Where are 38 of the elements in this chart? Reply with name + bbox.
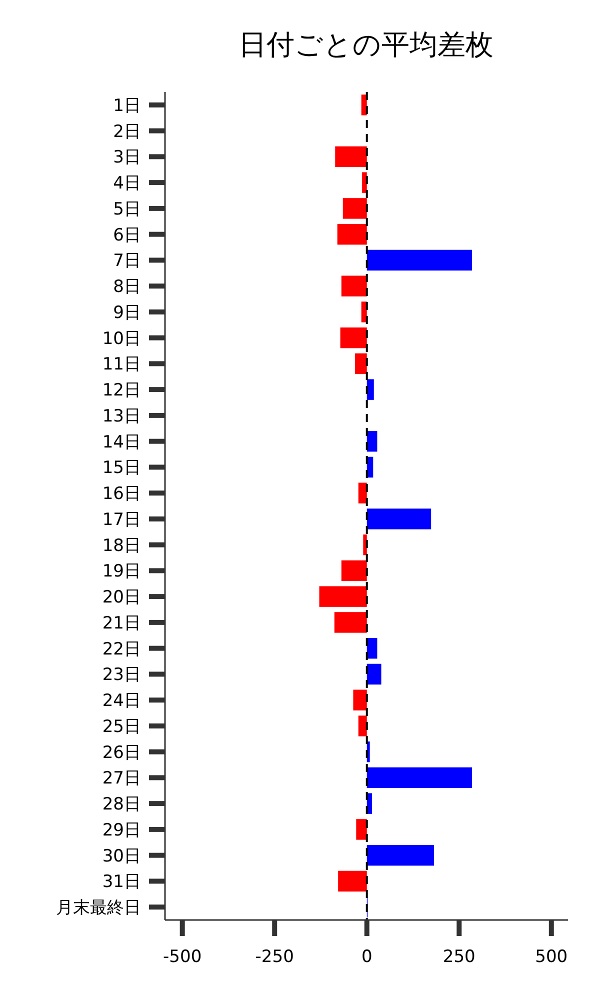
x-tick-label: 0: [361, 947, 372, 967]
y-tick-label: 29日: [102, 820, 141, 840]
y-tick-label: 10日: [102, 328, 141, 349]
y-tick-label: 11日: [102, 354, 141, 375]
y-tick-label: 14日: [102, 432, 141, 452]
y-tick-label: 16日: [102, 484, 141, 504]
x-tick-label: 500: [535, 947, 568, 967]
y-tick-label: 3日: [113, 148, 141, 168]
y-tick-label: 2日: [113, 122, 141, 142]
y-tick-label: 25日: [102, 716, 141, 737]
y-tick-label: 1日: [113, 96, 141, 116]
x-tick-label: -500: [163, 947, 202, 967]
y-tick-label: 19日: [102, 562, 141, 582]
x-tick-label: 250: [442, 947, 476, 967]
y-tick-label: 27日: [102, 768, 141, 789]
y-tick-label: 18日: [102, 536, 141, 556]
y-tick-label: 7日: [113, 251, 141, 272]
y-tick-label: 9日: [113, 302, 141, 323]
y-tick-label: 30日: [102, 846, 141, 866]
y-tick-label: 24日: [102, 691, 141, 712]
y-tick-label: 28日: [102, 794, 141, 815]
y-tick-label: 20日: [102, 588, 141, 608]
y-tick-label: 5日: [113, 199, 141, 220]
y-tick-label: 月末最終日: [56, 898, 141, 918]
y-tick-label: 12日: [102, 380, 141, 401]
y-tick-label: 23日: [102, 665, 141, 686]
y-tick-label: 4日: [113, 174, 141, 194]
y-tick-label: 17日: [102, 510, 141, 530]
y-tick-label: 31日: [102, 872, 141, 892]
y-tick-label: 6日: [113, 225, 141, 246]
y-tick-label: 13日: [102, 406, 141, 426]
y-tick-label: 26日: [102, 742, 141, 763]
x-tick-label: -250: [255, 947, 294, 967]
y-tick-label: 8日: [113, 277, 141, 298]
y-tick-label: 22日: [102, 639, 141, 660]
y-tick-label: 15日: [102, 458, 141, 478]
title: 日付ごとの平均差枚: [238, 28, 494, 61]
y-tick-label: 21日: [102, 613, 141, 634]
